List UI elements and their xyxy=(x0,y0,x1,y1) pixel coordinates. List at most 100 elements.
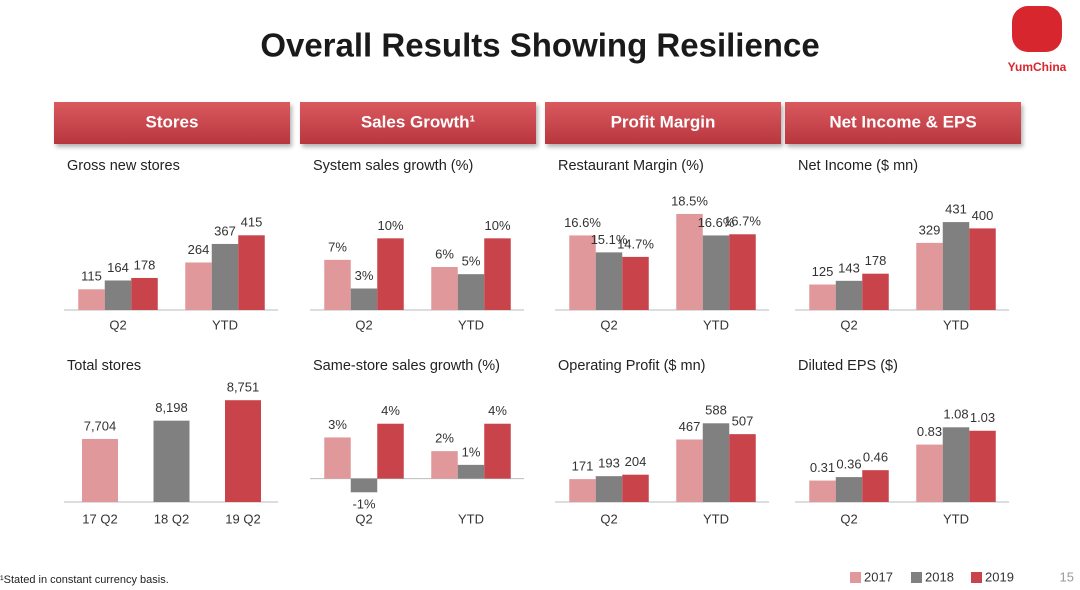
bar xyxy=(431,267,458,310)
bar xyxy=(324,437,351,479)
section-header xyxy=(300,102,536,144)
value-label: 1.08 xyxy=(943,407,968,422)
value-label: 8,198 xyxy=(155,400,188,415)
value-label: 178 xyxy=(134,257,156,272)
bar xyxy=(942,427,970,502)
value-label: 367 xyxy=(214,223,236,238)
x-tick-label: Q2 xyxy=(109,317,126,332)
bar xyxy=(835,280,863,310)
value-label: 7,704 xyxy=(84,418,117,433)
x-tick-label: Q2 xyxy=(840,317,857,332)
section-title: Stores xyxy=(146,112,199,131)
x-tick-label: Q2 xyxy=(355,317,372,332)
bar xyxy=(702,423,730,502)
value-label: 1.03 xyxy=(970,410,995,425)
value-label: 3% xyxy=(355,268,374,283)
value-label: 507 xyxy=(732,414,754,429)
value-label: 3% xyxy=(328,417,347,432)
bar xyxy=(457,464,485,479)
bar xyxy=(104,280,132,310)
value-label: 400 xyxy=(972,208,994,223)
x-tick-label: 19 Q2 xyxy=(225,511,260,526)
bar xyxy=(484,238,511,310)
x-tick-label: YTD xyxy=(212,317,238,332)
value-label: 16.6% xyxy=(564,215,601,230)
bar xyxy=(622,474,649,502)
bar xyxy=(457,274,485,310)
value-label: 2% xyxy=(435,431,454,446)
value-label: 18.5% xyxy=(671,193,708,208)
value-label: 171 xyxy=(572,459,594,474)
value-label: 264 xyxy=(188,242,210,257)
value-label: 4% xyxy=(488,403,507,418)
x-tick-label: YTD xyxy=(458,511,484,526)
value-label: 16.7% xyxy=(724,214,761,229)
x-tick-label: 17 Q2 xyxy=(82,511,117,526)
bar xyxy=(350,478,378,493)
value-label: 0.31 xyxy=(810,460,835,475)
bar xyxy=(969,430,996,502)
section-header xyxy=(54,102,290,144)
bar xyxy=(676,213,703,310)
bar xyxy=(238,235,265,310)
bar xyxy=(809,284,836,310)
value-label: 588 xyxy=(705,403,727,418)
value-label: 7% xyxy=(328,239,347,254)
bar xyxy=(377,423,404,479)
bar xyxy=(702,235,730,310)
value-label: 125 xyxy=(812,264,834,279)
x-tick-label: YTD xyxy=(703,511,729,526)
legend-swatch xyxy=(971,572,982,583)
x-tick-label: Q2 xyxy=(840,511,857,526)
value-label: 10% xyxy=(484,218,510,233)
value-label: 178 xyxy=(865,253,887,268)
bar xyxy=(484,423,511,479)
legend-label: 2019 xyxy=(985,569,1014,584)
legend-label: 2018 xyxy=(925,569,954,584)
value-label: 0.83 xyxy=(917,424,942,439)
value-label: 164 xyxy=(107,260,129,275)
value-label: 4% xyxy=(381,403,400,418)
bar xyxy=(595,476,623,502)
bar xyxy=(377,238,404,310)
legend-swatch xyxy=(911,572,922,583)
bar xyxy=(835,477,863,502)
bar xyxy=(569,479,596,502)
x-tick-label: YTD xyxy=(943,317,969,332)
x-tick-label: Q2 xyxy=(355,511,372,526)
bar xyxy=(153,420,190,502)
value-label: 193 xyxy=(598,456,620,471)
x-tick-label: Q2 xyxy=(600,511,617,526)
section-header xyxy=(785,102,1021,144)
bar xyxy=(131,277,158,310)
value-label: 1% xyxy=(462,444,481,459)
value-label: 431 xyxy=(945,202,967,217)
value-label: 10% xyxy=(377,218,403,233)
value-label: 0.36 xyxy=(836,457,861,472)
footnote: ¹Stated in constant currency basis. xyxy=(0,574,169,586)
value-label: 15.1% xyxy=(591,232,628,247)
chart-title: System sales growth (%) xyxy=(313,158,473,174)
section-header xyxy=(545,102,781,144)
value-label: 329 xyxy=(919,222,941,237)
chart-title: Gross new stores xyxy=(67,158,180,174)
value-label: 5% xyxy=(462,254,481,269)
x-tick-label: YTD xyxy=(943,511,969,526)
bar xyxy=(916,444,943,502)
bar xyxy=(324,259,351,310)
bar xyxy=(809,480,836,502)
section-title: Profit Margin xyxy=(611,112,716,131)
bar xyxy=(729,434,756,502)
value-label: -1% xyxy=(352,497,376,512)
legend-swatch xyxy=(850,572,861,583)
value-label: 0.46 xyxy=(863,450,888,465)
x-tick-label: YTD xyxy=(458,317,484,332)
legend-label: 2017 xyxy=(864,569,893,584)
bar xyxy=(676,439,703,502)
chart-title: Net Income ($ mn) xyxy=(798,158,918,174)
bar xyxy=(862,470,889,502)
chart-title: Diluted EPS ($) xyxy=(798,358,898,374)
value-label: 14.7% xyxy=(617,236,654,251)
value-label: 143 xyxy=(838,260,860,275)
